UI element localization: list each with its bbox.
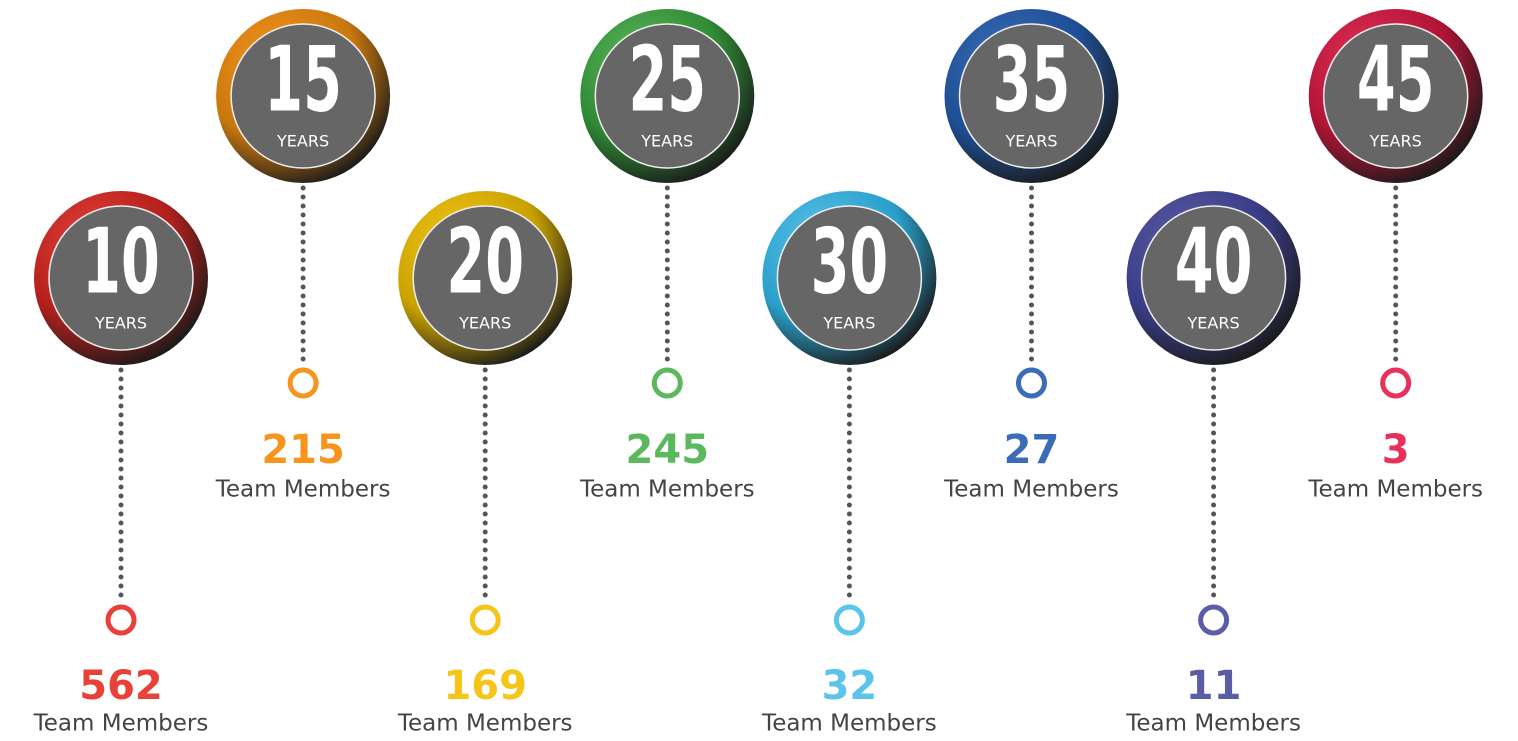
marker-ring [105, 604, 137, 636]
years-unit: YEARS [1369, 132, 1422, 151]
years-number: 15 [264, 28, 342, 133]
inner-circle [1140, 205, 1287, 351]
inner-circle [412, 205, 558, 351]
years-number: 25 [628, 28, 706, 133]
member-label: Team Members [33, 711, 209, 737]
marker-ring [651, 367, 683, 399]
inner-circle [1322, 23, 1469, 169]
years-unit: YEARS [458, 314, 511, 333]
member-label: Team Members [943, 477, 1119, 503]
inner-circle [48, 205, 194, 351]
member-count: 3 [1382, 427, 1410, 473]
marker-ring [287, 367, 319, 399]
years-number: 10 [82, 210, 160, 315]
years-unit: YEARS [276, 132, 329, 151]
years-number: 30 [811, 210, 889, 315]
marker-ring [1380, 367, 1412, 399]
years-number: 40 [1175, 210, 1253, 315]
inner-circle [594, 23, 741, 169]
member-label: Team Members [761, 711, 937, 737]
years-number: 35 [993, 28, 1071, 133]
member-label: Team Members [397, 711, 573, 737]
member-count: 215 [261, 427, 345, 473]
years-number: 20 [446, 210, 524, 315]
years-unit: YEARS [1004, 132, 1057, 151]
member-count: 11 [1186, 663, 1242, 709]
member-count: 27 [1004, 427, 1060, 473]
member-count: 32 [822, 663, 878, 709]
member-label: Team Members [1307, 477, 1483, 503]
member-count: 169 [443, 663, 527, 709]
years-unit: YEARS [822, 314, 875, 333]
years-number: 45 [1357, 28, 1435, 133]
marker-ring [1198, 604, 1230, 636]
member-label: Team Members [215, 477, 391, 503]
marker-ring [833, 604, 865, 636]
marker-ring [469, 604, 501, 636]
member-count: 245 [626, 427, 710, 473]
inner-circle [776, 205, 923, 351]
inner-circle [958, 23, 1105, 169]
years-unit: YEARS [640, 132, 693, 151]
member-label: Team Members [1125, 711, 1301, 737]
inner-circle [230, 23, 376, 169]
member-count: 562 [79, 663, 163, 709]
member-label: Team Members [579, 477, 755, 503]
years-unit: YEARS [94, 314, 147, 333]
years-unit: YEARS [1187, 314, 1240, 333]
marker-ring [1016, 367, 1047, 399]
